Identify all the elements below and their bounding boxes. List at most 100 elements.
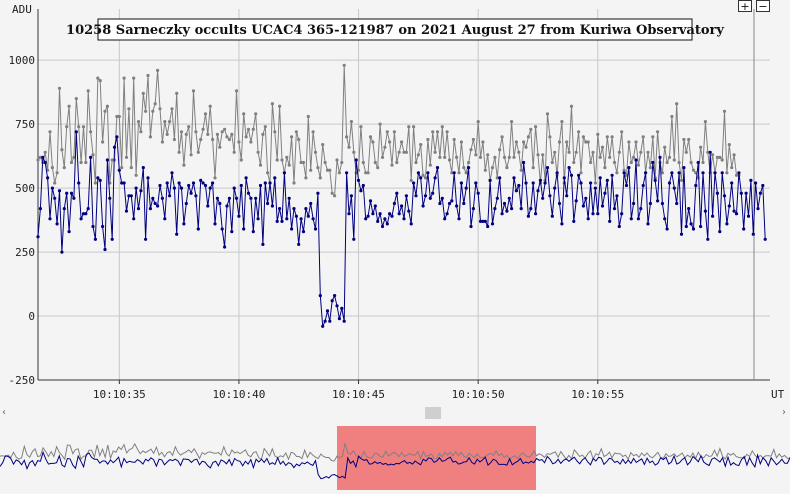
series-2-point bbox=[526, 214, 531, 218]
series-1-point bbox=[416, 153, 420, 157]
series-2-point bbox=[342, 319, 346, 323]
series-1-point bbox=[89, 130, 93, 134]
series-2-point bbox=[206, 204, 210, 208]
chart-plot[interactable]: -250 0 250 500 750 1000 10:10:35 10:10:40 10:10:… bbox=[0, 0, 790, 406]
series-1-point bbox=[275, 158, 279, 162]
series-2-point bbox=[557, 201, 562, 206]
series-1-point bbox=[718, 155, 722, 159]
series-1-point bbox=[672, 158, 676, 162]
series-2-point bbox=[502, 201, 507, 206]
series-2-point bbox=[715, 191, 720, 195]
series-2-point bbox=[256, 217, 260, 221]
series-1-point bbox=[569, 104, 574, 108]
series-1-point bbox=[732, 153, 736, 157]
series-2-point bbox=[127, 194, 131, 198]
series-1-point bbox=[43, 150, 47, 154]
series-2-point bbox=[498, 176, 502, 180]
series-1-point bbox=[380, 155, 385, 159]
series-2-point bbox=[699, 224, 703, 229]
series-1-point bbox=[450, 171, 454, 175]
series-2-point bbox=[746, 214, 751, 218]
series-1-point bbox=[316, 166, 320, 170]
series-1-point bbox=[292, 181, 296, 185]
series-2-point bbox=[218, 201, 222, 206]
zoom-in-button[interactable]: + bbox=[738, 0, 752, 12]
series-2-point bbox=[639, 207, 643, 211]
series-1-point bbox=[486, 153, 490, 157]
series-2-point bbox=[467, 166, 471, 170]
series-1-point bbox=[127, 107, 131, 111]
series-2-point bbox=[696, 160, 700, 165]
series-1-point bbox=[557, 140, 562, 144]
series-1-point bbox=[182, 163, 186, 167]
series-2-point bbox=[158, 183, 162, 188]
y-tick-label: -250 bbox=[9, 374, 36, 387]
scroll-left-icon[interactable]: ‹ bbox=[2, 407, 6, 418]
series-2-point bbox=[354, 158, 358, 162]
scroll-right-icon[interactable]: › bbox=[782, 407, 786, 418]
series-2-point bbox=[172, 186, 176, 190]
series-1-point bbox=[266, 171, 270, 175]
series-2-point bbox=[679, 232, 684, 236]
series-1-point bbox=[471, 137, 475, 142]
series-2-point bbox=[519, 207, 523, 211]
series-1-point bbox=[74, 97, 78, 101]
series-1-point bbox=[194, 130, 198, 134]
series-2-point bbox=[445, 212, 449, 216]
scrollbar-thumb[interactable] bbox=[425, 407, 441, 419]
series-1-point bbox=[498, 148, 502, 152]
series-2-point bbox=[505, 209, 509, 213]
series-2-point bbox=[361, 183, 365, 188]
overview-navigator[interactable] bbox=[0, 426, 790, 494]
series-1-point bbox=[524, 145, 528, 149]
series-2-point bbox=[242, 227, 246, 231]
series-1-point bbox=[189, 153, 193, 157]
series-1-point bbox=[246, 127, 251, 131]
series-2-point bbox=[672, 186, 676, 190]
series-2-point bbox=[199, 178, 203, 182]
series-2-point bbox=[732, 209, 736, 213]
series-2-point bbox=[270, 204, 274, 208]
series-2-point bbox=[309, 201, 313, 206]
series-2-point bbox=[153, 201, 157, 206]
series-1-point bbox=[203, 112, 208, 116]
series-1-point bbox=[218, 145, 222, 149]
series-2-point bbox=[165, 181, 169, 185]
series-1-point bbox=[313, 150, 318, 154]
chart-title: 10258 Sarneczky occults UCAC4 365-121987… bbox=[66, 23, 724, 38]
series-1-point bbox=[699, 145, 703, 149]
series-2-point bbox=[175, 232, 179, 236]
series-1-point bbox=[423, 176, 428, 180]
series-2-point bbox=[79, 217, 83, 221]
series-1-point bbox=[67, 104, 71, 108]
series-2-point bbox=[91, 224, 95, 229]
series-1-point bbox=[261, 132, 265, 136]
series-2-point bbox=[368, 199, 373, 203]
series-2-point bbox=[507, 196, 511, 200]
series-2-point bbox=[478, 219, 483, 223]
series-2-point bbox=[663, 217, 667, 221]
series-2-point bbox=[215, 196, 219, 200]
series-2-point bbox=[727, 204, 731, 208]
chart-title-box: 10258 Sarneczky occults UCAC4 365-121987… bbox=[66, 18, 724, 41]
series-2-point bbox=[194, 194, 198, 198]
series-1-point bbox=[689, 160, 693, 165]
series-1-point bbox=[134, 173, 138, 177]
series-1-point bbox=[734, 173, 739, 177]
series-2-point bbox=[555, 171, 559, 175]
zoom-out-button[interactable]: − bbox=[756, 0, 770, 12]
series-1-point bbox=[172, 137, 176, 142]
series-2-point bbox=[476, 191, 480, 195]
series-1-point bbox=[53, 181, 57, 185]
series-1-point bbox=[663, 145, 667, 149]
series-1-point bbox=[648, 166, 653, 170]
series-2-point bbox=[81, 212, 86, 216]
series-2-point bbox=[440, 196, 444, 200]
series-1-point bbox=[409, 178, 413, 182]
series-1-point bbox=[371, 140, 375, 144]
time-scrollbar[interactable]: ‹ › bbox=[0, 406, 790, 420]
series-1-point bbox=[407, 125, 411, 129]
series-1-point bbox=[163, 120, 167, 124]
series-2-point bbox=[53, 196, 57, 200]
series-1-point bbox=[629, 160, 633, 165]
